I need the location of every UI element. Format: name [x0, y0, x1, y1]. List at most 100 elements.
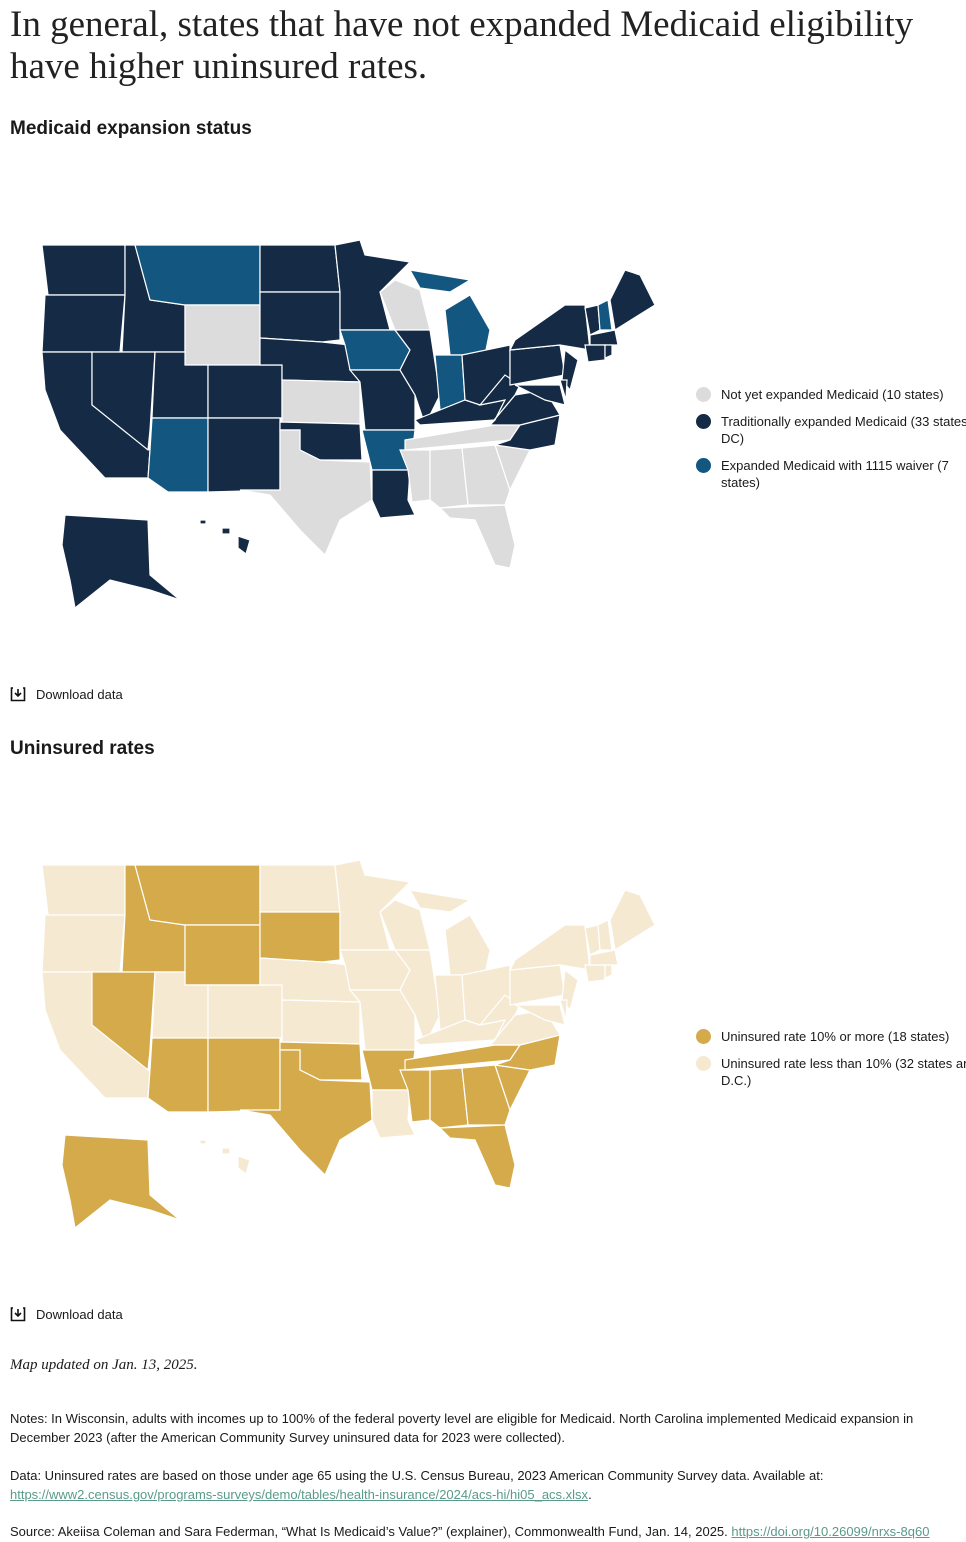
page-title: In general, states that have not expande…: [10, 4, 914, 87]
source-text: Source: Akeiisa Coleman and Sara Federma…: [10, 1524, 728, 1539]
map: [41, 239, 656, 610]
state-shape: [584, 964, 606, 983]
state-shape: [589, 949, 619, 966]
state-shape: [91, 351, 156, 452]
legend-swatch: [696, 414, 711, 429]
download-icon: [10, 687, 26, 702]
legend-item: Traditionally expanded Medicaid (33 stat…: [696, 413, 966, 447]
legend-item: Expanded Medicaid with 1115 waiver (7 st…: [696, 457, 966, 491]
data-text: Data: Uninsured rates are based on those…: [10, 1468, 824, 1483]
state-shape: [429, 447, 469, 509]
source-note: Source: Akeiisa Coleman and Sara Federma…: [10, 1522, 960, 1541]
state-shape: [184, 304, 261, 366]
state-shape: [259, 864, 341, 913]
state-shape: [399, 1069, 431, 1123]
state-shape: [408, 269, 472, 293]
legend-label: Traditionally expanded Medicaid (33 stat…: [721, 414, 966, 446]
state-shape: [508, 304, 591, 351]
state-shape: [237, 535, 251, 556]
state-shape: [444, 914, 491, 976]
state-shape: [379, 899, 431, 951]
state-shape: [408, 889, 472, 913]
download-button[interactable]: Download data: [10, 686, 123, 702]
legend-swatch: [696, 387, 711, 402]
state-shape: [281, 379, 361, 425]
state-shape: [207, 984, 283, 1039]
state-shape: [259, 291, 341, 343]
legend-label: Not yet expanded Medicaid (10 states): [721, 387, 944, 402]
state-shape: [239, 1049, 373, 1177]
state-shape: [399, 449, 431, 503]
legend-label: Uninsured rate 10% or more (18 states): [721, 1029, 950, 1044]
state-shape: [584, 344, 606, 363]
state-shape: [199, 1139, 207, 1145]
state-shape: [221, 527, 231, 535]
state-shape: [589, 329, 619, 346]
state-shape: [461, 1064, 511, 1126]
legend-swatch: [696, 458, 711, 473]
state-shape: [41, 244, 126, 296]
notes: Notes: In Wisconsin, adults with incomes…: [10, 1411, 914, 1445]
download-icon: [10, 1307, 26, 1322]
state-shape: [61, 514, 181, 610]
state-shape: [207, 1037, 281, 1113]
legend-swatch: [696, 1056, 711, 1071]
state-shape: [559, 379, 568, 401]
state-shape: [438, 504, 516, 569]
state-shape: [478, 994, 521, 1046]
state-shape: [41, 294, 126, 353]
map: [41, 859, 656, 1230]
state-shape: [61, 1134, 181, 1230]
legend-label: Expanded Medicaid with 1115 waiver (7 st…: [721, 458, 949, 490]
state-shape: [147, 417, 209, 493]
state-shape: [604, 344, 613, 359]
download-button[interactable]: Download data: [10, 1306, 123, 1322]
state-shape: [597, 919, 613, 951]
legend-item: Uninsured rate 10% or more (18 states): [696, 1028, 966, 1045]
download-label[interactable]: Download data: [36, 686, 123, 702]
state-shape: [509, 344, 566, 386]
state-shape: [259, 244, 341, 293]
state-shape: [239, 429, 373, 557]
state-shape: [604, 964, 613, 979]
state-shape: [509, 964, 566, 1006]
state-shape: [379, 279, 431, 331]
state-shape: [508, 924, 591, 971]
state-shape: [221, 1147, 231, 1155]
state-shape: [259, 911, 341, 963]
state-shape: [429, 1067, 469, 1129]
state-shape: [237, 1155, 251, 1176]
state-shape: [461, 444, 511, 506]
state-shape: [199, 519, 207, 525]
legend-label: Uninsured rate less than 10% (32 states …: [721, 1056, 966, 1088]
state-shape: [134, 864, 261, 926]
data-note: Data: Uninsured rates are based on those…: [10, 1468, 824, 1502]
state-shape: [444, 294, 491, 356]
state-shape: [147, 1037, 209, 1113]
map-title: Medicaid expansion status: [10, 118, 252, 139]
state-shape: [609, 269, 656, 331]
map-title: Uninsured rates: [10, 738, 155, 759]
state-shape: [514, 384, 566, 406]
download-label[interactable]: Download data: [36, 1306, 123, 1322]
state-shape: [559, 999, 568, 1021]
state-shape: [438, 1124, 516, 1189]
state-shape: [184, 924, 261, 986]
state-shape: [393, 949, 441, 1047]
state-shape: [91, 971, 156, 1072]
state-shape: [134, 244, 261, 306]
state-shape: [478, 374, 521, 426]
state-shape: [41, 864, 126, 916]
updated-note: Map updated on Jan. 13, 2025.: [10, 1357, 198, 1373]
state-shape: [514, 1004, 566, 1026]
legend-item: Not yet expanded Medicaid (10 states): [696, 386, 966, 403]
state-shape: [609, 889, 656, 951]
data-link[interactable]: https://www2.census.gov/programs-surveys…: [10, 1487, 589, 1502]
legend-item: Uninsured rate less than 10% (32 states …: [696, 1055, 966, 1089]
source-link[interactable]: https://doi.org/10.26099/nrxs-8q60: [731, 1524, 930, 1539]
state-shape: [597, 299, 613, 331]
state-shape: [41, 914, 126, 973]
state-shape: [393, 329, 441, 427]
state-shape: [281, 999, 361, 1045]
